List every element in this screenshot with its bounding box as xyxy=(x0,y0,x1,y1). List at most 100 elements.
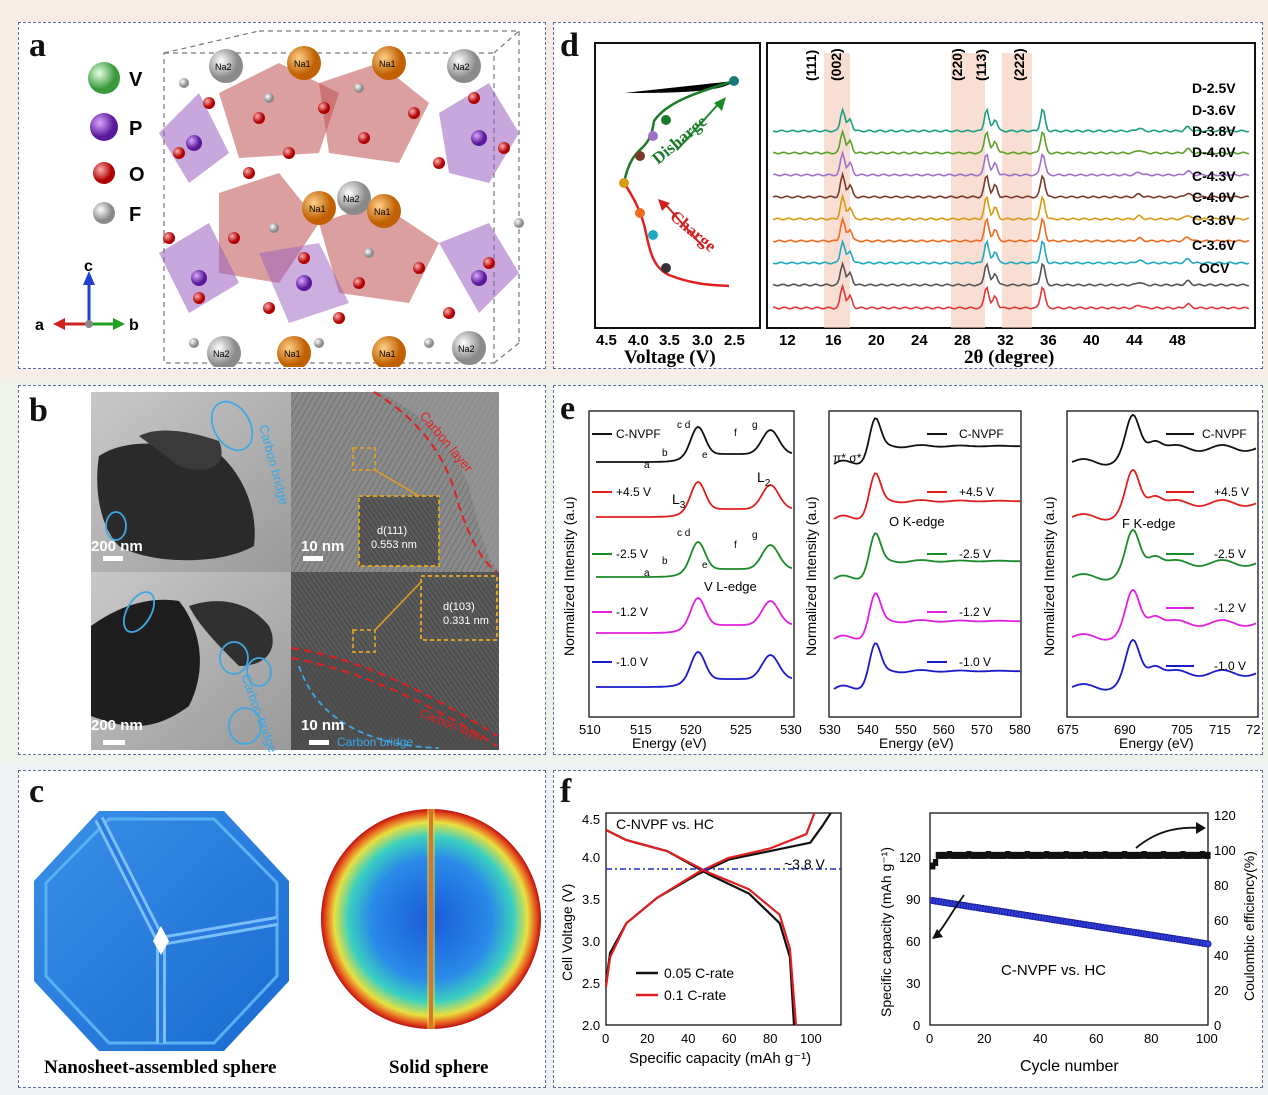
right-y2label: Coulombic efficiency(%) xyxy=(1241,851,1257,1001)
ce-point xyxy=(1016,851,1022,859)
legend-005: 0.05 C-rate xyxy=(664,965,734,981)
xrd-trace xyxy=(772,171,1250,199)
xrd-traces xyxy=(772,106,1250,310)
xrd-ticks: 12 16 20 24 28 32 36 40 44 48 xyxy=(779,332,1186,349)
peak-label: (220) xyxy=(949,48,965,81)
ce-point xyxy=(1166,851,1172,859)
crystal-structure: V P O F c a b xyxy=(35,30,524,367)
na2-label: Na2 xyxy=(453,62,470,72)
svg-text:20: 20 xyxy=(1214,983,1228,998)
svg-text:0: 0 xyxy=(913,1018,920,1033)
svg-text:3.5: 3.5 xyxy=(582,892,600,907)
ce-point xyxy=(1110,851,1117,859)
ce-point xyxy=(1141,851,1147,858)
ce-point xyxy=(1091,851,1097,859)
svg-text:100: 100 xyxy=(800,1031,822,1046)
ce-point xyxy=(1169,851,1175,859)
na1-label: Na1 xyxy=(309,204,326,214)
o-legend: C-NVPF +4.5 V -2.5 V -1.2 V -1.0 V xyxy=(927,427,1004,669)
svg-text:60: 60 xyxy=(1089,1031,1103,1046)
svg-text:4.5: 4.5 xyxy=(582,812,600,827)
svg-text:120: 120 xyxy=(899,850,921,865)
xrd-tick: 40 xyxy=(1083,332,1100,349)
left-yticks: 2.0 2.5 3.0 3.5 4.0 4.5 xyxy=(582,812,600,1033)
ce-point xyxy=(1163,851,1169,859)
charge-curve xyxy=(622,182,730,288)
f-edge-frame xyxy=(1066,410,1259,718)
na1-label: Na1 xyxy=(284,349,301,359)
trace-label: D-3.8V xyxy=(1192,123,1236,139)
ce-point xyxy=(1158,851,1164,859)
ce-point xyxy=(1069,851,1075,859)
svg-text:f: f xyxy=(734,428,737,439)
voltage-curve xyxy=(604,812,816,987)
left-ylabel: Cell Voltage (V) xyxy=(559,884,575,981)
svg-text:C-NVPF: C-NVPF xyxy=(959,427,1004,441)
v-tick: 3.0 xyxy=(692,332,713,349)
ce-point xyxy=(980,851,986,859)
v-xlabel: Energy (eV) xyxy=(632,735,707,751)
ce-point xyxy=(1088,851,1094,859)
ce-point xyxy=(933,859,939,866)
ce-point xyxy=(1174,851,1180,859)
xrd-trace xyxy=(773,150,1250,177)
svg-text:20: 20 xyxy=(977,1031,991,1046)
cycling-markers xyxy=(929,851,1212,948)
panel-f-charts: C-NVPF vs. HC ~3.8 V 0.05 C-rate 0.1 C-r… xyxy=(559,808,1257,1075)
scale-bar-label: 10 nm xyxy=(301,538,344,555)
voltage-capacity-curves xyxy=(604,812,841,1026)
o-ticks: 530 540 550 560 570 580 xyxy=(819,722,1031,737)
ce-point xyxy=(946,851,953,858)
trace-label: D-3.6V xyxy=(1192,102,1236,118)
panel-d: d Disharge Charge 4.5 4.0 3.5 3.0 2.5 xyxy=(553,22,1263,369)
ce-point xyxy=(1058,851,1064,859)
svg-text:530: 530 xyxy=(819,722,841,737)
svg-text:4.0: 4.0 xyxy=(582,850,600,865)
discharge-curve-seg xyxy=(624,81,734,93)
v-ylabel: Normalized Intensity (a.u) xyxy=(561,496,577,656)
v-tick: 3.5 xyxy=(659,332,680,349)
panel-f: f C-NVPF vs. HC ~3.8 V 0.05 C-rate 0.1 C… xyxy=(553,770,1263,1088)
ce-point xyxy=(1102,851,1108,858)
f-edge-label: F K-edge xyxy=(1122,516,1175,531)
xas-curves xyxy=(596,413,1257,691)
svg-text:-1.2 V: -1.2 V xyxy=(959,605,991,619)
svg-text:40: 40 xyxy=(1033,1031,1047,1046)
ce-point xyxy=(1002,851,1008,859)
v-edge-label: V L-edge xyxy=(704,579,757,594)
legend-o: O xyxy=(129,164,145,186)
svg-text:100: 100 xyxy=(1214,843,1236,858)
svg-text:60: 60 xyxy=(906,934,920,949)
ce-point xyxy=(955,851,961,859)
ce-point xyxy=(1122,851,1128,858)
na1-label: Na1 xyxy=(294,59,311,69)
svg-text:-1.2 V: -1.2 V xyxy=(1214,601,1246,615)
ce-point xyxy=(1127,851,1133,859)
xas-curve xyxy=(596,650,793,688)
svg-text:e: e xyxy=(702,450,708,461)
ce-point xyxy=(941,851,947,859)
ce-point xyxy=(1021,851,1028,859)
xrd-tick: 48 xyxy=(1169,332,1186,349)
ce-point xyxy=(944,851,950,859)
ce-point xyxy=(1099,851,1105,859)
element-legend: V P O F xyxy=(88,62,145,226)
v-ticks: 510 515 520 525 530 xyxy=(579,722,802,737)
peak-band-222 xyxy=(1002,53,1032,328)
left-xticks: 0 20 40 60 80 100 xyxy=(602,1031,822,1046)
legend-minus25: -2.5 V xyxy=(616,547,648,561)
panel-label-d: d xyxy=(560,27,579,64)
ce-point xyxy=(1160,851,1167,858)
ce-point xyxy=(1060,851,1066,859)
ce-point xyxy=(1030,851,1036,859)
legend-p: P xyxy=(129,118,142,140)
legend-plus45: +4.5 V xyxy=(616,485,651,499)
ce-point xyxy=(1052,851,1058,859)
ce-point xyxy=(1019,851,1025,859)
ce-point xyxy=(1135,851,1142,859)
svg-text:0: 0 xyxy=(926,1031,933,1046)
na2-label: Na2 xyxy=(343,194,360,204)
trace-label: C-3.6V xyxy=(1192,237,1236,253)
svg-text:725: 725 xyxy=(1246,722,1261,737)
xas-curve xyxy=(596,540,793,578)
